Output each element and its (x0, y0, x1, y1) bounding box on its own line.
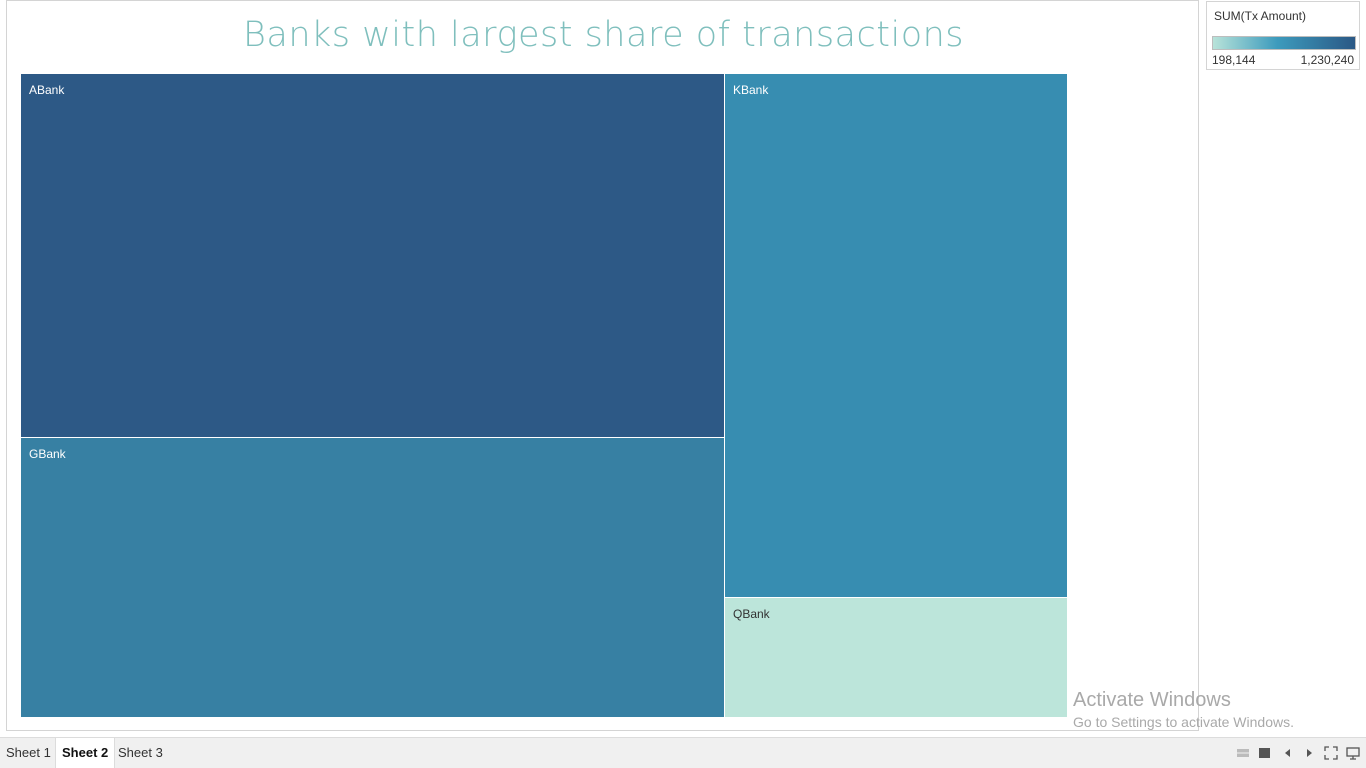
treemap-cell-gbank[interactable] (21, 438, 724, 717)
prev-icon[interactable] (1281, 746, 1295, 760)
tab-sheet-3[interactable]: Sheet 3 (118, 745, 163, 760)
tab-sheet-2[interactable]: Sheet 2 (55, 738, 116, 768)
legend-title: SUM(Tx Amount) (1214, 9, 1307, 23)
treemap-label-qbank: QBank (733, 607, 771, 621)
tab-sheet-1[interactable]: Sheet 1 (6, 745, 51, 760)
treemap-label-kbank: KBank (733, 83, 769, 97)
treemap-label-abank: ABank (29, 83, 65, 97)
treemap-cell-kbank[interactable] (725, 74, 1067, 597)
chart-title: Banks with largest share of transactions (242, 15, 965, 55)
single-view-icon[interactable] (1258, 746, 1272, 760)
sheet-tab-bar: Sheet 1 Sheet 2 Sheet 3 (0, 737, 1366, 768)
fullscreen-icon[interactable] (1324, 746, 1338, 760)
presentation-icon[interactable] (1346, 746, 1360, 760)
legend-max-value: 1,230,240 (1300, 53, 1354, 67)
next-icon[interactable] (1302, 746, 1316, 760)
color-legend[interactable]: SUM(Tx Amount) 198,144 1,230,240 (1206, 1, 1360, 70)
legend-min-value: 198,144 (1212, 53, 1256, 67)
legend-color-ramp (1212, 36, 1356, 50)
grid-view-icon[interactable] (1236, 746, 1250, 760)
treemap-label-gbank: GBank (29, 447, 67, 461)
treemap-cell-qbank[interactable] (725, 598, 1067, 717)
treemap-cell-abank[interactable] (21, 74, 724, 437)
activate-windows-subtext: Go to Settings to activate Windows. (1073, 714, 1294, 730)
activate-windows-heading: Activate Windows (1073, 689, 1231, 711)
